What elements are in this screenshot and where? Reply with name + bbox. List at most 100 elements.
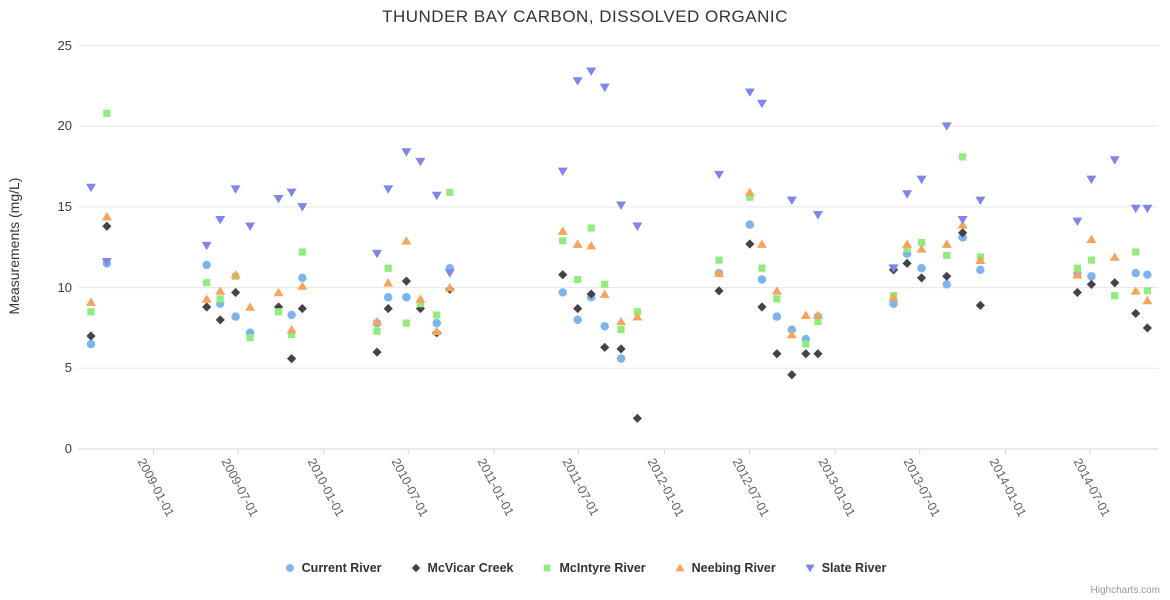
- point-current-river[interactable]: [942, 280, 951, 289]
- point-mcintyre-river[interactable]: [288, 330, 296, 338]
- point-current-river[interactable]: [1131, 268, 1140, 278]
- point-mcintyre-river[interactable]: [1087, 256, 1095, 264]
- point-mcintyre-river[interactable]: [384, 264, 392, 272]
- point-mcintyre-river[interactable]: [587, 224, 595, 232]
- point-mcvicar-creek[interactable]: [714, 286, 724, 296]
- point-mcintyre-river[interactable]: [559, 237, 567, 245]
- point-mcintyre-river[interactable]: [574, 275, 582, 284]
- point-mcintyre-river[interactable]: [1073, 264, 1081, 272]
- point-neebing-river[interactable]: [383, 278, 394, 287]
- point-neebing-river[interactable]: [1130, 286, 1141, 295]
- point-mcintyre-river[interactable]: [103, 109, 111, 117]
- point-mcvicar-creek[interactable]: [942, 271, 952, 281]
- point-neebing-river[interactable]: [599, 289, 610, 298]
- point-slate-river[interactable]: [230, 185, 241, 194]
- point-slate-river[interactable]: [415, 157, 426, 167]
- point-neebing-river[interactable]: [286, 324, 297, 334]
- legend-item-mcvicar-creek[interactable]: McVicar Creek: [410, 561, 513, 575]
- point-mcvicar-creek[interactable]: [600, 342, 610, 352]
- point-mcvicar-creek[interactable]: [586, 289, 596, 299]
- point-neebing-river[interactable]: [902, 239, 913, 248]
- point-current-river[interactable]: [287, 310, 296, 320]
- point-neebing-river[interactable]: [245, 302, 256, 311]
- point-mcvicar-creek[interactable]: [616, 344, 626, 354]
- point-neebing-river[interactable]: [85, 297, 96, 306]
- point-slate-river[interactable]: [941, 122, 952, 131]
- point-slate-river[interactable]: [616, 201, 627, 210]
- point-mcintyre-river[interactable]: [746, 193, 754, 201]
- point-current-river[interactable]: [616, 354, 626, 363]
- point-mcvicar-creek[interactable]: [573, 303, 583, 314]
- point-mcintyre-river[interactable]: [274, 308, 283, 316]
- point-mcvicar-creek[interactable]: [215, 315, 225, 325]
- point-slate-river[interactable]: [975, 196, 986, 206]
- point-slate-river[interactable]: [444, 269, 455, 278]
- point-slate-river[interactable]: [201, 241, 212, 251]
- point-mcvicar-creek[interactable]: [273, 302, 284, 312]
- point-slate-river[interactable]: [1072, 217, 1083, 227]
- point-current-river[interactable]: [383, 293, 393, 302]
- point-mcvicar-creek[interactable]: [632, 413, 642, 423]
- point-neebing-river[interactable]: [297, 281, 308, 290]
- point-slate-river[interactable]: [888, 264, 899, 273]
- point-mcvicar-creek[interactable]: [801, 349, 811, 359]
- point-neebing-river[interactable]: [1142, 295, 1153, 305]
- point-current-river[interactable]: [917, 264, 926, 273]
- point-mcvicar-creek[interactable]: [86, 331, 96, 341]
- point-mcvicar-creek[interactable]: [383, 303, 393, 314]
- point-mcintyre-river[interactable]: [633, 308, 641, 316]
- point-neebing-river[interactable]: [800, 310, 811, 319]
- point-mcvicar-creek[interactable]: [745, 239, 755, 249]
- point-neebing-river[interactable]: [786, 329, 797, 339]
- point-slate-river[interactable]: [383, 185, 394, 194]
- point-slate-river[interactable]: [632, 222, 643, 231]
- point-mcintyre-river[interactable]: [715, 256, 723, 264]
- legend-item-slate-river[interactable]: Slate River: [804, 561, 886, 575]
- point-mcvicar-creek[interactable]: [297, 303, 307, 314]
- point-current-river[interactable]: [1143, 270, 1152, 279]
- point-slate-river[interactable]: [744, 88, 755, 97]
- point-neebing-river[interactable]: [1109, 252, 1120, 261]
- point-neebing-river[interactable]: [744, 187, 755, 197]
- point-current-river[interactable]: [86, 339, 96, 349]
- point-mcintyre-river[interactable]: [617, 325, 625, 334]
- point-slate-river[interactable]: [599, 83, 610, 93]
- point-neebing-river[interactable]: [616, 316, 627, 326]
- point-slate-river[interactable]: [714, 170, 725, 180]
- point-neebing-river[interactable]: [215, 286, 226, 295]
- point-slate-river[interactable]: [957, 216, 968, 225]
- point-neebing-river[interactable]: [201, 294, 212, 303]
- point-slate-river[interactable]: [297, 203, 308, 212]
- point-neebing-river[interactable]: [572, 239, 583, 248]
- point-slate-river[interactable]: [1142, 204, 1153, 214]
- point-mcintyre-river[interactable]: [802, 340, 810, 348]
- point-mcintyre-river[interactable]: [773, 295, 781, 303]
- point-slate-river[interactable]: [431, 191, 442, 201]
- point-current-river[interactable]: [231, 312, 240, 321]
- point-mcintyre-river[interactable]: [87, 308, 95, 316]
- point-neebing-river[interactable]: [771, 286, 782, 295]
- point-slate-river[interactable]: [85, 183, 96, 193]
- point-mcintyre-river[interactable]: [246, 334, 254, 342]
- point-neebing-river[interactable]: [431, 326, 442, 335]
- point-neebing-river[interactable]: [1086, 234, 1097, 243]
- point-slate-river[interactable]: [1086, 175, 1097, 185]
- point-slate-river[interactable]: [812, 211, 823, 220]
- point-mcintyre-river[interactable]: [959, 153, 967, 161]
- point-neebing-river[interactable]: [888, 292, 899, 302]
- point-neebing-river[interactable]: [444, 283, 455, 292]
- point-neebing-river[interactable]: [230, 270, 241, 279]
- point-current-river[interactable]: [772, 312, 782, 321]
- point-current-river[interactable]: [787, 325, 797, 334]
- point-slate-river[interactable]: [786, 196, 797, 206]
- legend-item-current-river[interactable]: Current River: [284, 561, 382, 575]
- point-mcvicar-creek[interactable]: [558, 270, 568, 280]
- point-neebing-river[interactable]: [975, 255, 986, 264]
- point-current-river[interactable]: [745, 220, 755, 229]
- point-current-river[interactable]: [958, 233, 967, 242]
- point-neebing-river[interactable]: [557, 226, 568, 235]
- point-neebing-river[interactable]: [632, 312, 643, 321]
- point-neebing-river[interactable]: [1072, 270, 1083, 279]
- point-slate-river[interactable]: [401, 148, 412, 157]
- point-current-river[interactable]: [298, 273, 307, 283]
